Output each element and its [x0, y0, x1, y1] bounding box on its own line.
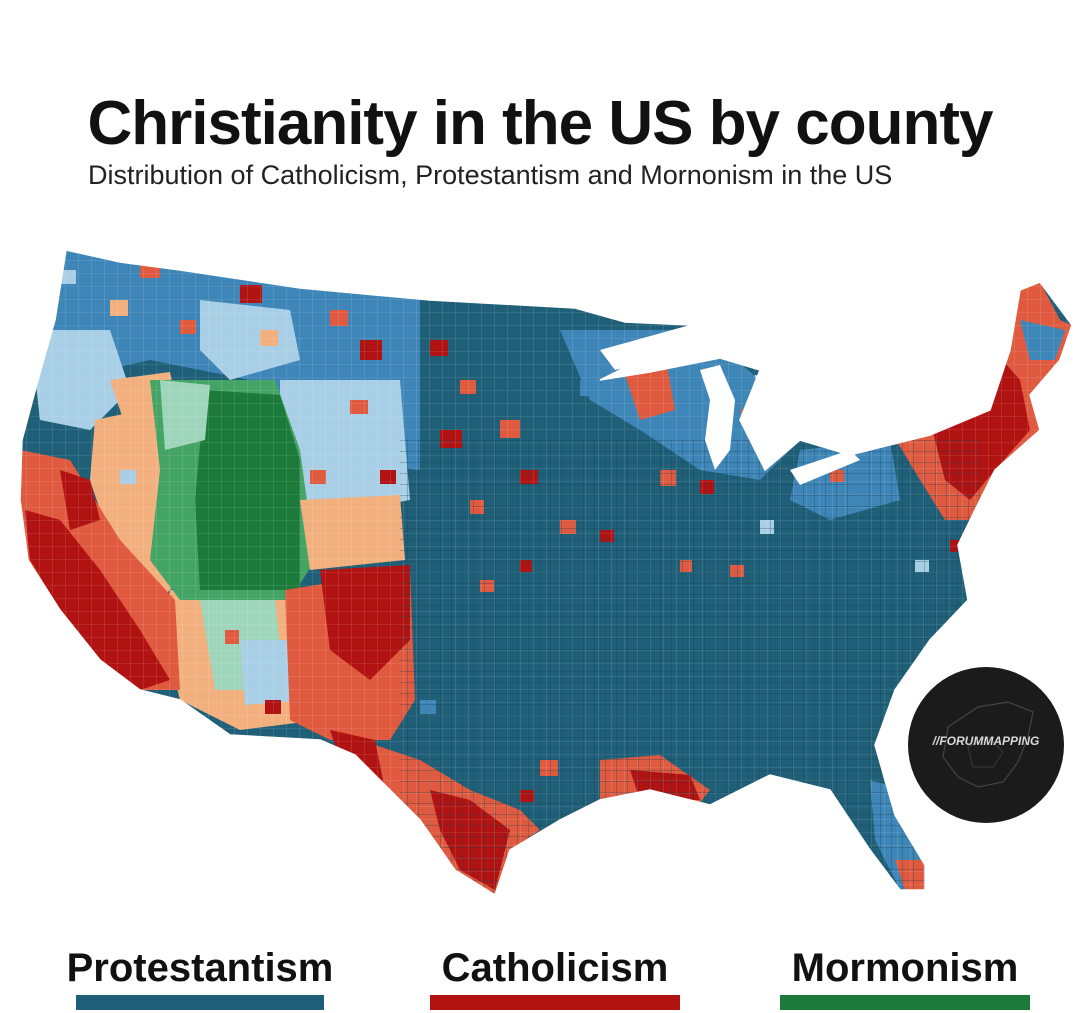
lake-erie — [790, 450, 860, 485]
forummapping-logo: //FORUMMAPPING — [908, 667, 1064, 823]
us-outline — [19, 249, 1073, 897]
badge-text: //FORUMMAPPING — [932, 734, 1040, 748]
legend-item-mormonism: Mormonism — [760, 946, 1050, 1010]
lake-michigan — [700, 365, 735, 470]
legend-item-catholicism: Catholicism — [410, 946, 700, 1010]
legend-swatch — [430, 995, 680, 1010]
legend-swatch — [780, 995, 1030, 1010]
map-title: Christianity in the US by county — [87, 89, 994, 158]
lake-huron — [755, 375, 800, 430]
legend-label: Mormonism — [791, 946, 1019, 990]
legend-label: Catholicism — [441, 946, 669, 990]
legend-item-protestantism: Protestantism — [55, 946, 345, 1010]
map-subtitle: Distribution of Catholicism, Protestanti… — [88, 160, 893, 190]
europe-silhouette-icon — [942, 701, 1034, 788]
legend-swatch — [76, 995, 324, 1010]
us-county-map — [19, 249, 1073, 897]
legend-label: Protestantism — [66, 946, 334, 990]
